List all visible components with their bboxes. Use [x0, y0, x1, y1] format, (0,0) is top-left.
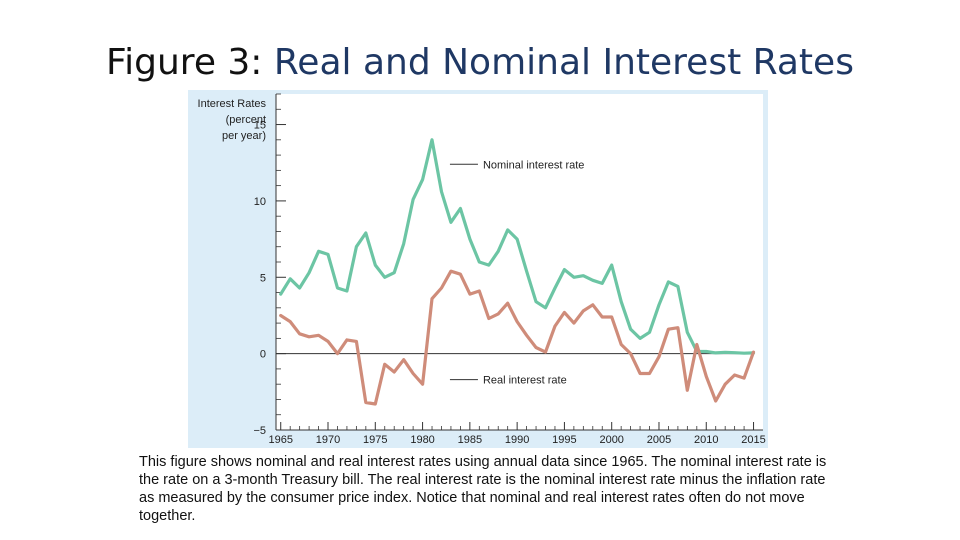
y-axis-label-line: Interest Rates [198, 98, 267, 110]
figure-caption: This figure shows nominal and real inter… [139, 454, 827, 524]
x-tick-label: 2005 [647, 434, 671, 446]
y-axis-label-line: (percent [226, 114, 266, 126]
y-tick-label: −5 [253, 425, 266, 437]
x-tick-label: 1965 [268, 434, 292, 446]
x-tick-label: 2015 [741, 434, 765, 446]
x-tick-label: 2000 [599, 434, 623, 446]
x-tick-label: 1970 [316, 434, 340, 446]
x-tick-label: 1975 [363, 434, 387, 446]
interest-rate-chart: Interest Rates (percent per year) −5 0 5 10 15 1… [188, 90, 768, 448]
x-tick-label: 1985 [458, 434, 482, 446]
y-tick-label: 15 [254, 120, 266, 132]
chart-panel: Interest Rates (percent per year) −5 0 5 10 15 1… [188, 90, 768, 448]
x-tick-label: 1980 [410, 434, 434, 446]
y-tick-label: 5 [260, 272, 266, 284]
slide-title: Figure 3: Real and Nominal Interest Rate… [0, 42, 960, 83]
real-rate-line [279, 269, 756, 406]
title-prefix: Figure 3: [106, 42, 263, 83]
title-main: Real and Nominal Interest Rates [273, 42, 854, 83]
y-tick-label: 10 [254, 196, 266, 208]
plot-area [276, 94, 763, 430]
x-tick-label: 1995 [552, 434, 576, 446]
x-tick-label: 1990 [505, 434, 529, 446]
y-tick-label: 0 [260, 349, 266, 361]
series-label: Nominal interest rate [483, 159, 585, 171]
nominal-rate-line [279, 138, 756, 355]
series-label: Real interest rate [483, 375, 567, 387]
x-tick-label: 2010 [694, 434, 718, 446]
y-axis-label-line: per year) [222, 130, 266, 142]
